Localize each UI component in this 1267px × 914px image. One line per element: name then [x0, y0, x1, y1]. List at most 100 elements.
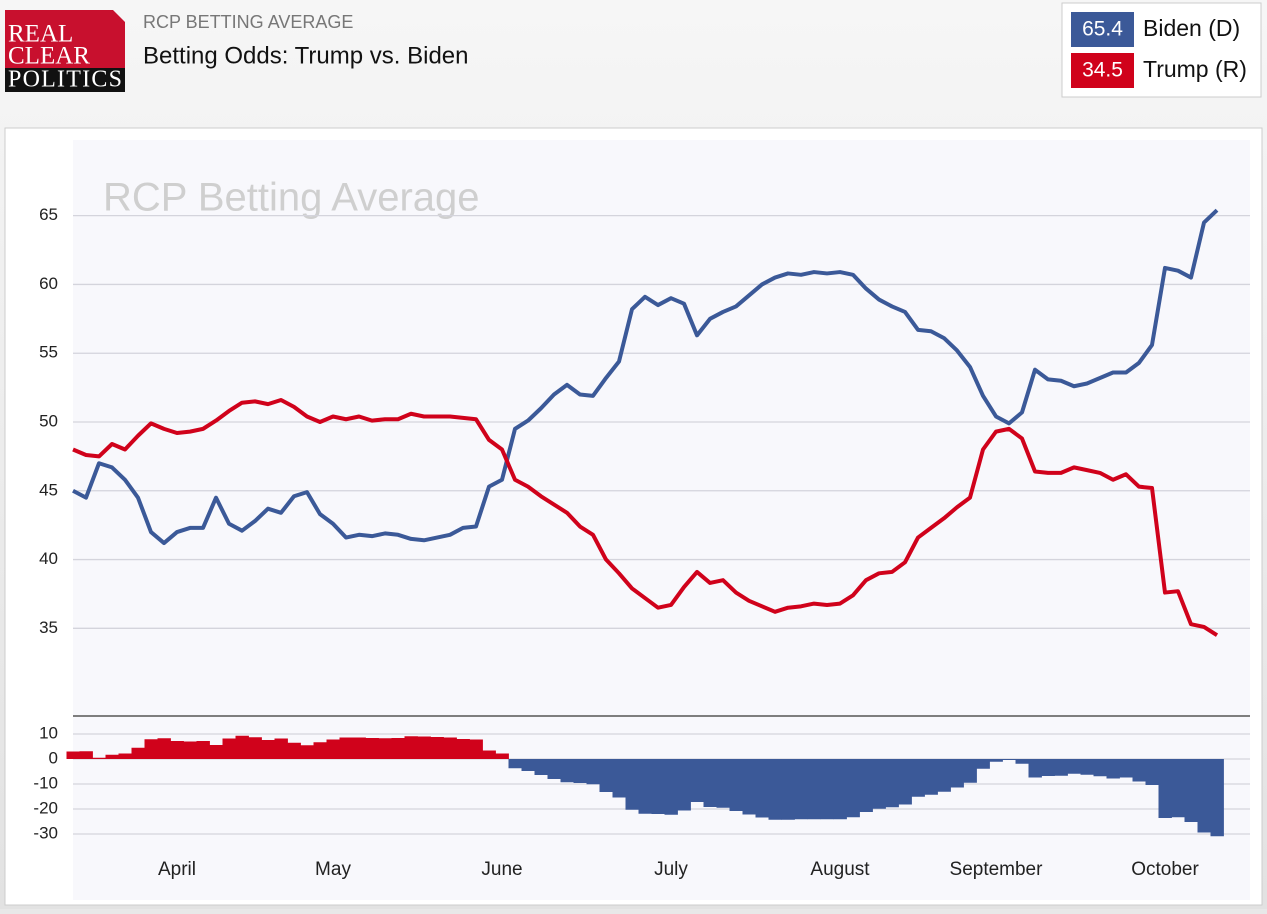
spread-bar	[1054, 759, 1068, 776]
spread-bar	[1119, 759, 1133, 778]
logo-text: REAL	[8, 21, 73, 48]
subtitle: RCP BETTING AVERAGE	[143, 12, 353, 32]
spread-bar	[521, 759, 535, 771]
spread-bar	[1093, 759, 1107, 777]
y-tick-label: 35	[39, 618, 58, 637]
spread-bar	[248, 737, 262, 759]
spread-bar	[898, 759, 912, 805]
spread-bar	[170, 741, 184, 759]
spread-bar	[1132, 759, 1146, 782]
legend-value: 65.4	[1082, 18, 1123, 41]
logo-text: CLEAR	[8, 43, 90, 70]
spread-bar	[729, 759, 743, 811]
spread-bar	[92, 757, 106, 759]
y-tick-label: -30	[33, 823, 58, 842]
line	[72, 208, 1219, 546]
spread-bar	[651, 759, 665, 814]
spread-bar	[66, 751, 80, 759]
spread-bar	[300, 745, 314, 759]
spread-bar	[573, 759, 587, 783]
spread-bar	[456, 739, 470, 759]
x-tick-label: August	[810, 859, 870, 880]
y-tick-label: 55	[39, 343, 58, 362]
spread-bar	[417, 736, 431, 759]
y-tick-label: 50	[39, 411, 58, 430]
y-tick-label: 45	[39, 480, 58, 499]
spread-bar	[755, 759, 769, 818]
spread-bar	[625, 759, 639, 810]
spread-bar	[1210, 759, 1224, 837]
spread-bar	[131, 747, 145, 759]
spread-bar	[209, 745, 223, 759]
spread-bar	[820, 759, 834, 820]
spread-bar	[391, 738, 405, 759]
y-tick-label: 65	[39, 205, 58, 224]
spread-bar	[313, 742, 327, 759]
y-tick-label: -20	[33, 798, 58, 817]
spread-bar	[690, 759, 704, 802]
spread-bar	[664, 759, 678, 815]
spread-bar	[378, 738, 392, 759]
spread-bar	[807, 759, 821, 820]
spread-bar	[443, 737, 457, 759]
spread-bar	[261, 740, 275, 759]
spread-bar	[742, 759, 756, 815]
spread-bar	[911, 759, 925, 797]
x-tick-label: April	[158, 859, 196, 880]
spread-bar	[976, 759, 990, 769]
y-tick-label: 10	[39, 723, 58, 742]
spread-bar	[599, 759, 613, 792]
spread-bar	[1028, 759, 1042, 778]
spread-bar	[404, 736, 418, 759]
spread-bar	[612, 759, 626, 798]
spread-bar	[235, 735, 249, 759]
spread-bar	[1184, 759, 1198, 822]
spread-bar	[183, 741, 197, 759]
spread-bar	[859, 759, 873, 812]
spread-bar	[534, 759, 548, 775]
spread-bar	[326, 739, 340, 759]
spread-bar	[989, 759, 1003, 762]
watermark: RCP Betting Average	[103, 176, 480, 220]
legend-value: 34.5	[1082, 59, 1123, 82]
spread-bar	[274, 738, 288, 759]
spread-bar	[1041, 759, 1055, 776]
spread-bar	[768, 759, 782, 820]
y-tick-label: 40	[39, 549, 58, 568]
legend-swatch	[1071, 53, 1134, 88]
line	[72, 397, 1219, 637]
spread-bar	[144, 739, 158, 759]
spread-bar	[79, 751, 93, 759]
x-tick-label: June	[481, 859, 522, 880]
spread-bar	[1145, 759, 1159, 785]
spread-bar	[950, 759, 964, 788]
x-tick-label: July	[654, 859, 688, 880]
spread-bar	[716, 759, 730, 808]
y-tick-label: 60	[39, 274, 58, 293]
spread-bar	[1106, 759, 1120, 779]
spread-bar	[872, 759, 886, 809]
spread-bar	[1080, 759, 1094, 775]
spread-bar	[586, 759, 600, 785]
spread-bar	[885, 759, 899, 808]
spread-bar	[1171, 759, 1185, 818]
spread-bar	[547, 759, 561, 779]
y-tick-label: -10	[33, 773, 58, 792]
spread-bar	[963, 759, 977, 783]
legend-label: Trump (R)	[1143, 56, 1247, 82]
spread-bar	[781, 759, 795, 820]
x-tick-label: October	[1131, 859, 1199, 880]
logo-red	[5, 10, 125, 68]
spread-bar	[924, 759, 938, 795]
title: Betting Odds: Trump vs. Biden	[143, 42, 469, 69]
spread-bar	[1015, 759, 1029, 764]
spread-bar	[352, 737, 366, 759]
spread-bar	[482, 750, 496, 759]
spread-bar	[1067, 759, 1081, 774]
spread-bar	[365, 738, 379, 759]
x-tick-label: May	[315, 859, 351, 880]
spread-bar	[495, 753, 509, 759]
spread-bar	[508, 759, 522, 769]
